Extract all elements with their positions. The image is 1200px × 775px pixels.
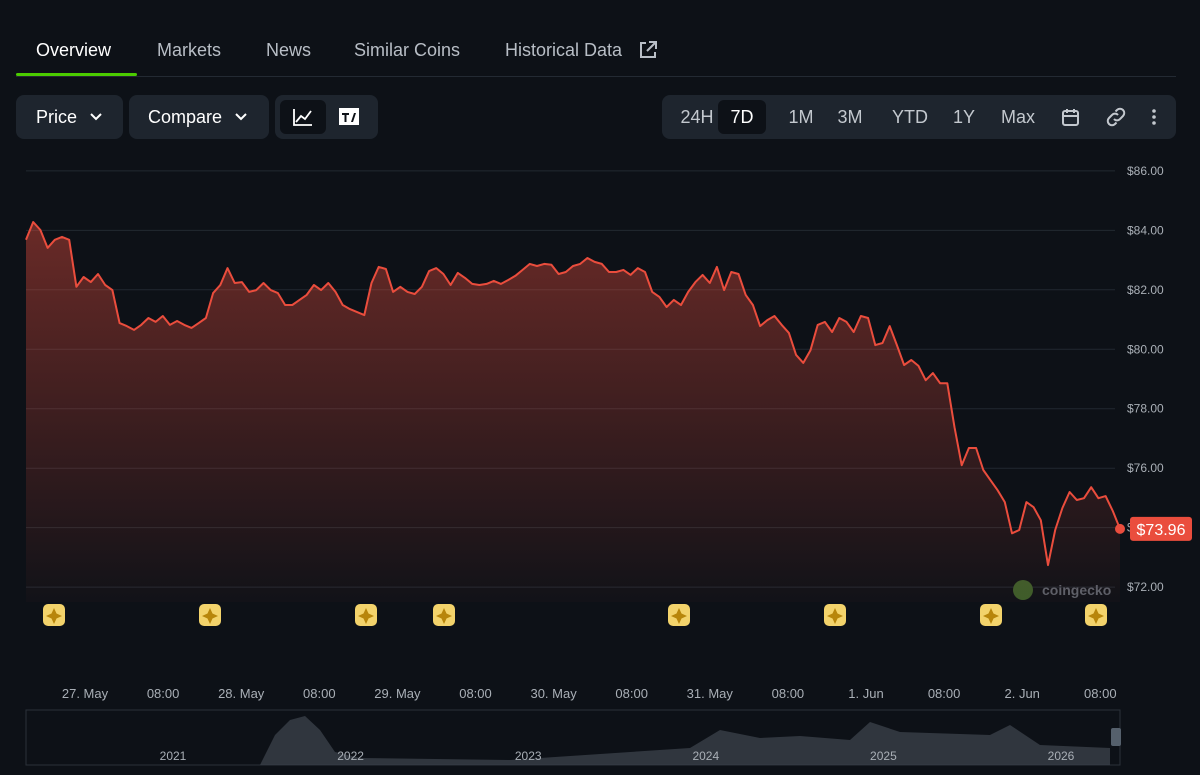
tradingview-icon[interactable] <box>337 105 363 129</box>
tab[interactable]: Similar Coins <box>354 40 461 60</box>
y-tick-label: $80.00 <box>1127 342 1164 356</box>
navigator-year: 2025 <box>870 749 897 763</box>
navigator-area <box>26 716 1110 765</box>
navigator-year: 2026 <box>1048 749 1075 763</box>
range-button[interactable]: 1M <box>788 107 814 127</box>
chevron <box>235 113 247 121</box>
event-markers <box>43 604 1107 626</box>
x-tick-label: 08:00 <box>772 686 805 701</box>
range-button[interactable]: 3M <box>837 107 863 127</box>
chart-style-group <box>275 95 378 139</box>
more-icon[interactable] <box>1148 107 1160 127</box>
x-tick-label: 30. May <box>530 686 577 701</box>
y-tick-label: $78.00 <box>1127 402 1164 416</box>
tab[interactable]: Overview <box>36 40 112 60</box>
x-tick-label: 08:00 <box>615 686 648 701</box>
calendar-icon[interactable] <box>1061 107 1081 127</box>
tab[interactable]: News <box>266 40 312 60</box>
navigator-year: 2022 <box>337 749 364 763</box>
tab[interactable]: Historical Data <box>505 40 623 60</box>
x-tick-label: 28. May <box>218 686 265 701</box>
range-button[interactable]: 24H <box>680 107 714 127</box>
x-tick-label: 08:00 <box>303 686 336 701</box>
tab-bar: Overview Markets News Similar Coins Hist… <box>16 28 1176 77</box>
x-tick-label: 08:00 <box>1084 686 1117 701</box>
x-tick-label: 27. May <box>62 686 109 701</box>
x-tick-label: 08:00 <box>928 686 961 701</box>
y-tick-label: $72.00 <box>1127 580 1164 594</box>
label: Compare <box>148 106 223 127</box>
link-icon[interactable] <box>1104 106 1128 128</box>
event-star <box>671 608 687 624</box>
x-tick-label: 1. Jun <box>848 686 883 701</box>
price-line <box>25 221 1121 567</box>
last-value-label: $73.96 <box>1137 522 1186 539</box>
navigator-handle[interactable] <box>1111 728 1121 746</box>
event-star <box>827 608 843 624</box>
range-button[interactable]: YTD <box>892 107 928 127</box>
event-star <box>1088 608 1104 624</box>
active-underline <box>16 73 137 76</box>
range-button[interactable]: 1Y <box>952 107 976 127</box>
event-star <box>46 608 62 624</box>
tab[interactable]: Markets <box>157 40 222 60</box>
last-value-box <box>1130 516 1192 541</box>
y-tick-label: $86.00 <box>1127 164 1164 178</box>
range-button[interactable]: 7D <box>718 100 766 134</box>
price-area <box>26 222 1120 602</box>
chevron <box>90 113 102 121</box>
y-tick-label: $76.00 <box>1127 461 1164 475</box>
label: Price <box>36 106 78 127</box>
event-star <box>436 608 452 624</box>
event-star <box>202 608 218 624</box>
x-tick-label: 31. May <box>687 686 734 701</box>
y-tick-label: $82.00 <box>1127 283 1164 297</box>
range-button[interactable]: Max <box>1000 107 1035 127</box>
navigator-year: 2023 <box>515 749 542 763</box>
range-group: 24H 7D 1M 3M YTD 1Y Max <box>662 95 1176 139</box>
x-tick-label: 29. May <box>374 686 421 701</box>
x-tick-label: 2. Jun <box>1004 686 1039 701</box>
last-point <box>1115 523 1125 534</box>
navigator-year: 2024 <box>692 749 719 763</box>
x-tick-label: 08:00 <box>459 686 492 701</box>
event-star <box>358 608 374 624</box>
line-style-button[interactable] <box>280 100 326 134</box>
price-button[interactable]: Price <box>16 95 123 139</box>
x-tick-label: 08:00 <box>147 686 180 701</box>
y-tick-label: $84.00 <box>1127 223 1164 237</box>
compare-button[interactable]: Compare <box>129 95 269 139</box>
event-star <box>983 608 999 624</box>
navigator-year: 2021 <box>160 749 187 763</box>
external-icon <box>640 41 657 58</box>
line-icon <box>293 109 312 126</box>
